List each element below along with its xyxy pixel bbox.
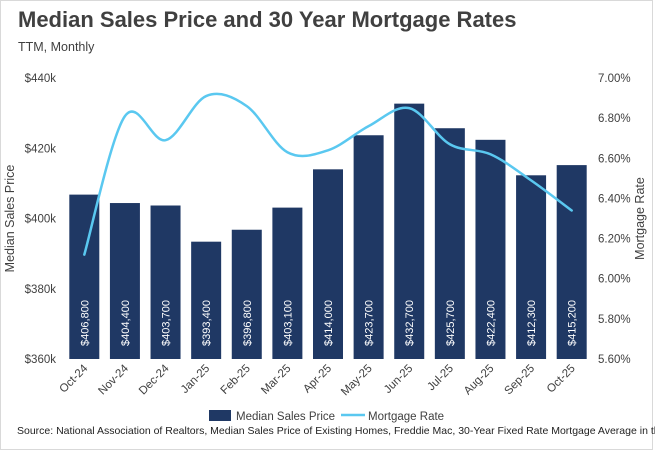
bar-value-label: $396,800 — [242, 300, 254, 346]
x-tick-label: Oct-25 — [545, 363, 578, 396]
y2-tick-label: 6.20% — [598, 234, 631, 246]
bar-May-25 — [353, 135, 384, 359]
x-tick-label: Sep-25 — [502, 363, 537, 398]
legend-label-median-sales-price: Median Sales Price — [236, 411, 335, 423]
bar-value-label: $425,700 — [445, 300, 457, 346]
y-axis-title: Median Sales Price — [3, 165, 17, 273]
y-tick-label: $440k — [25, 73, 57, 85]
bar-Dec-24 — [150, 205, 181, 359]
mortgage-rate-line — [83, 92, 573, 256]
bar-Feb-25 — [231, 229, 262, 359]
x-tick-label: Jan-25 — [179, 363, 212, 396]
bar-value-label: $414,000 — [323, 300, 335, 346]
bar-value-label: $393,400 — [201, 300, 213, 346]
y-tick-label: $420k — [25, 143, 57, 155]
x-tick-label: Jul-25 — [425, 363, 456, 394]
x-tick-label: Apr-25 — [301, 363, 334, 396]
bar-Oct-25 — [556, 165, 587, 359]
x-tick-label: Nov-24 — [96, 362, 131, 397]
y2-tick-label: 6.80% — [598, 113, 631, 125]
bar-Aug-25 — [475, 139, 506, 359]
source-note: Source: National Association of Realtors… — [17, 425, 655, 437]
bar-value-label: $404,400 — [120, 300, 132, 346]
bar-value-label: $423,700 — [364, 300, 376, 346]
bar-value-label: $406,800 — [79, 300, 91, 346]
bar-Nov-24 — [109, 203, 140, 359]
x-tick-label: Dec-24 — [137, 362, 172, 397]
x-tick-label: Oct-24 — [58, 362, 91, 395]
y-tick-label: $400k — [25, 214, 57, 226]
bar-Jan-25 — [191, 241, 222, 359]
y-tick-label: $380k — [25, 284, 57, 296]
bar-value-label: $412,300 — [526, 300, 538, 346]
y2-tick-label: 5.60% — [598, 354, 631, 366]
y2-tick-label: 7.00% — [598, 73, 631, 85]
legend-swatch-median-sales-price — [209, 410, 231, 421]
chart-subtitle: TTM, Monthly — [18, 40, 95, 54]
bar-Oct-24 — [69, 194, 100, 359]
x-tick-label: May-25 — [339, 363, 375, 399]
y2-tick-label: 5.80% — [598, 314, 631, 326]
x-tick-label: Mar-25 — [259, 363, 293, 397]
bar-value-label: $432,700 — [404, 300, 416, 346]
bar-Sep-25 — [516, 175, 547, 359]
y2-tick-label: 6.40% — [598, 193, 631, 205]
bar-value-label: $403,100 — [282, 300, 294, 346]
y2-axis-title: Mortgage Rate — [633, 177, 647, 260]
bar-Apr-25 — [313, 169, 343, 359]
bar-Mar-25 — [272, 207, 303, 359]
x-tick-label: Feb-25 — [219, 363, 253, 397]
x-tick-label: Aug-25 — [462, 363, 497, 398]
y2-tick-label: 6.00% — [598, 274, 631, 286]
bar-value-label: $403,700 — [161, 300, 173, 346]
x-tick-label: Jun-25 — [382, 363, 415, 396]
legend-label-mortgage-rate: Mortgage Rate — [368, 411, 444, 423]
bar-Jul-25 — [434, 128, 465, 359]
chart-title: Median Sales Price and 30 Year Mortgage … — [18, 7, 517, 32]
bar-Jun-25 — [394, 103, 425, 359]
bar-value-label: $415,200 — [567, 300, 579, 346]
y2-tick-label: 6.60% — [598, 153, 631, 165]
bar-value-label: $422,400 — [485, 300, 497, 346]
y-tick-label: $360k — [25, 354, 57, 366]
